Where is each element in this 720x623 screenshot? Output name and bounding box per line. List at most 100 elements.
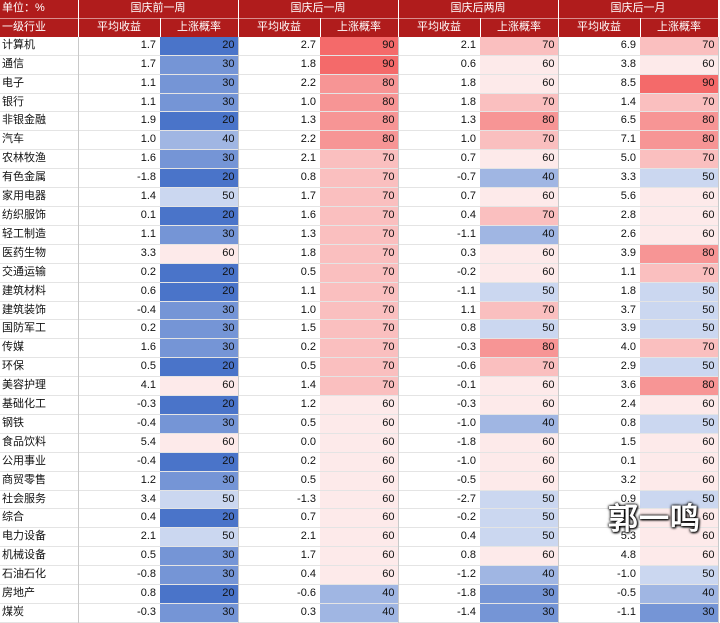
avg-return-cell: 1.4 bbox=[300, 379, 316, 392]
period-header: 国庆后一月 bbox=[558, 0, 719, 19]
up-prob-cell: 30 bbox=[160, 546, 239, 566]
up-prob-cell: 70 bbox=[320, 187, 399, 207]
column-header-row: 一级行业 平均收益 上涨概率 平均收益 上涨概率 平均收益 上涨概率 平均收益 … bbox=[0, 17, 719, 37]
up-prob-cell: 80 bbox=[320, 74, 399, 94]
avg-return-cell: 2.1 bbox=[140, 530, 156, 543]
avg-return-cell: 0.4 bbox=[140, 511, 156, 524]
up-prob-cell: 70 bbox=[320, 244, 399, 264]
avg-return-cell: 4.8 bbox=[620, 549, 636, 562]
up-prob-cell: 60 bbox=[480, 433, 559, 453]
avg-return-cell: 6.5 bbox=[620, 114, 636, 127]
industry-name: 美容护理 bbox=[0, 376, 79, 396]
industry-name: 钢铁 bbox=[0, 414, 79, 434]
up-prob-cell: 60 bbox=[160, 433, 239, 453]
avg-return-cell: -0.3 bbox=[137, 606, 156, 618]
up-prob-cell: 30 bbox=[160, 149, 239, 169]
up-prob-cell: 50 bbox=[480, 527, 559, 547]
table-row: 公用事业 -0.4 20 0.2 60 -1.0 60 0.1 60 bbox=[0, 452, 719, 472]
industry-name: 社会服务 bbox=[0, 490, 79, 509]
up-prob-cell: 60 bbox=[480, 395, 559, 415]
avg-return-cell: 7.1 bbox=[620, 133, 636, 146]
up-prob-cell: 20 bbox=[160, 263, 239, 283]
up-prob-cell: 70 bbox=[640, 263, 719, 283]
avg-return-cell: 1.7 bbox=[140, 57, 156, 70]
up-prob-cell: 50 bbox=[640, 301, 719, 320]
table-row: 综合 0.4 20 0.7 60 -0.2 50 4.5 60 bbox=[0, 508, 719, 528]
industry-name: 石油石化 bbox=[0, 565, 79, 585]
up-prob-cell: 60 bbox=[640, 527, 719, 547]
avg-return-cell: -0.3 bbox=[457, 341, 476, 354]
industry-name: 基础化工 bbox=[0, 395, 79, 415]
avg-return-cell: 1.7 bbox=[140, 38, 156, 51]
industry-name: 建筑装饰 bbox=[0, 301, 79, 320]
avg-return-cell: 3.3 bbox=[140, 246, 156, 259]
avg-return-cell: 4.1 bbox=[140, 379, 156, 392]
up-prob-cell: 70 bbox=[480, 93, 559, 112]
up-prob-cell: 70 bbox=[480, 36, 559, 56]
up-prob-cell: 30 bbox=[160, 603, 239, 623]
table-row: 纺织服饰 0.1 20 1.6 70 0.4 70 2.8 60 bbox=[0, 206, 719, 226]
avg-return-cell: 3.9 bbox=[620, 322, 636, 335]
avg-return-cell: 8.5 bbox=[620, 76, 636, 89]
table-row: 社会服务 3.4 50 -1.3 60 -2.7 50 0.9 50 bbox=[0, 490, 719, 509]
up-prob-cell: 40 bbox=[320, 603, 399, 623]
avg-return-cell: 3.2 bbox=[620, 473, 636, 486]
avg-return-cell: 0.8 bbox=[460, 322, 476, 335]
avg-return-cell: 1.1 bbox=[620, 265, 636, 278]
industry-name: 交通运输 bbox=[0, 263, 79, 283]
table-row: 有色金属 -1.8 20 0.8 70 -0.7 40 3.3 50 bbox=[0, 168, 719, 188]
table-row: 轻工制造 1.1 30 1.3 70 -1.1 40 2.6 60 bbox=[0, 225, 719, 245]
industry-name: 煤炭 bbox=[0, 603, 79, 623]
up-prob-cell: 30 bbox=[160, 55, 239, 75]
up-prob-cell: 60 bbox=[640, 395, 719, 415]
industry-name: 电力设备 bbox=[0, 527, 79, 547]
avg-return-cell: 1.0 bbox=[460, 133, 476, 146]
avg-return-cell: 3.9 bbox=[620, 246, 636, 259]
avg-return-header: 平均收益 bbox=[398, 17, 481, 37]
up-prob-cell: 60 bbox=[480, 452, 559, 472]
up-prob-cell: 50 bbox=[640, 282, 719, 301]
avg-return-cell: -0.4 bbox=[137, 303, 156, 316]
avg-return-cell: 1.8 bbox=[300, 57, 316, 70]
avg-return-cell: 4.5 bbox=[620, 511, 636, 524]
avg-return-cell: 1.2 bbox=[300, 398, 316, 411]
avg-return-cell: 0.5 bbox=[140, 549, 156, 562]
industry-name: 轻工制造 bbox=[0, 225, 79, 245]
up-prob-cell: 50 bbox=[480, 319, 559, 339]
up-prob-cell: 70 bbox=[320, 376, 399, 396]
avg-return-cell: 0.1 bbox=[140, 208, 156, 221]
up-prob-cell: 20 bbox=[160, 206, 239, 226]
up-prob-cell: 50 bbox=[640, 414, 719, 434]
up-prob-header: 上涨概率 bbox=[480, 17, 559, 37]
table-row: 基础化工 -0.3 20 1.2 60 -0.3 60 2.4 60 bbox=[0, 395, 719, 415]
avg-return-cell: 0.4 bbox=[460, 208, 476, 221]
up-prob-cell: 80 bbox=[640, 111, 719, 131]
avg-return-cell: -0.5 bbox=[457, 473, 476, 486]
avg-return-cell: -1.8 bbox=[137, 171, 156, 184]
period-header: 国庆前一周 bbox=[78, 0, 239, 19]
up-prob-cell: 70 bbox=[320, 225, 399, 245]
up-prob-cell: 90 bbox=[320, 36, 399, 56]
avg-return-cell: 2.2 bbox=[300, 133, 316, 146]
avg-return-cell: 2.1 bbox=[300, 530, 316, 543]
up-prob-cell: 20 bbox=[160, 111, 239, 131]
up-prob-cell: 80 bbox=[320, 93, 399, 112]
up-prob-cell: 40 bbox=[480, 225, 559, 245]
avg-return-cell: 3.3 bbox=[620, 171, 636, 184]
table-row: 农林牧渔 1.6 30 2.1 70 0.7 60 5.0 70 bbox=[0, 149, 719, 169]
up-prob-cell: 30 bbox=[640, 603, 719, 623]
avg-return-cell: -1.8 bbox=[457, 435, 476, 448]
up-prob-cell: 70 bbox=[320, 263, 399, 283]
avg-return-cell: 1.6 bbox=[300, 208, 316, 221]
table-row: 石油石化 -0.8 30 0.4 60 -1.2 40 -1.0 50 bbox=[0, 565, 719, 585]
avg-return-cell: 0.3 bbox=[460, 246, 476, 259]
up-prob-cell: 50 bbox=[640, 168, 719, 188]
avg-return-cell: -0.2 bbox=[457, 265, 476, 278]
table-row: 非银金融 1.9 20 1.3 80 1.3 80 6.5 80 bbox=[0, 111, 719, 131]
period-header: 国庆后一周 bbox=[238, 0, 399, 19]
avg-return-cell: -0.2 bbox=[457, 511, 476, 524]
up-prob-cell: 60 bbox=[160, 244, 239, 264]
avg-return-cell: 1.8 bbox=[300, 246, 316, 259]
up-prob-cell: 60 bbox=[320, 527, 399, 547]
avg-return-cell: 0.7 bbox=[460, 152, 476, 165]
